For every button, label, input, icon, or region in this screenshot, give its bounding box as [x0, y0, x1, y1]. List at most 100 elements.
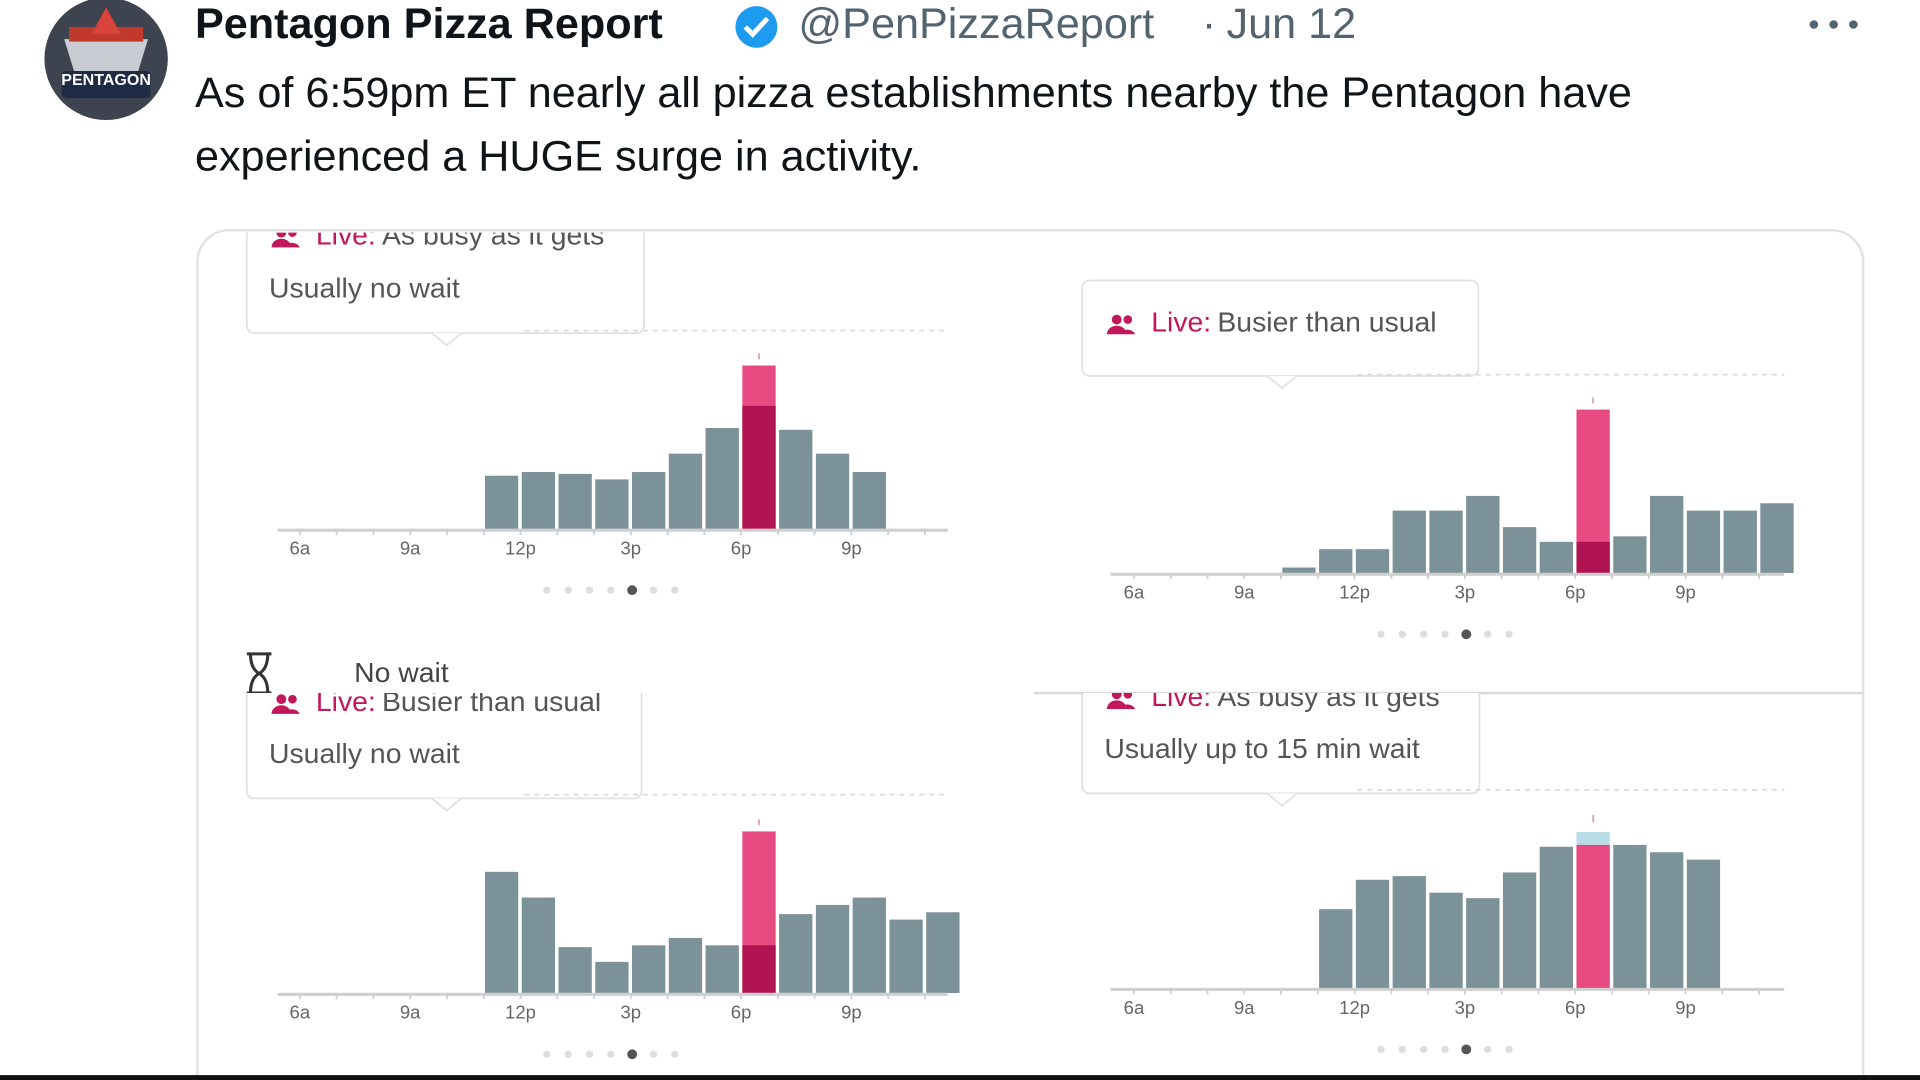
popular-times-chart: Live: As busy as it gets Usually no wait 6a…	[245, 219, 948, 596]
bar-usual	[1650, 495, 1684, 574]
bar-usual	[1466, 898, 1500, 989]
popular-times-chart: Live: Busier than usual 6a 9a 12p 3p 6p 9p	[1081, 279, 1794, 640]
bar-usual	[852, 472, 886, 529]
separator: ·	[1202, 0, 1216, 48]
bar-usual	[742, 945, 776, 994]
x-tick-label: 3p	[620, 538, 641, 559]
people-icon	[1123, 693, 1133, 699]
status-text: As busy as it gets	[1217, 681, 1439, 713]
bar-usual	[1723, 510, 1757, 574]
live-status: Live: As busy as it gets	[1151, 681, 1439, 713]
page-dot	[564, 586, 572, 594]
page-dot	[627, 585, 638, 596]
more-menu[interactable]	[1809, 20, 1858, 29]
page-dot	[649, 586, 658, 594]
page-dot	[543, 1050, 551, 1058]
bar-usual	[852, 897, 886, 994]
x-tick-label: 9p	[841, 538, 862, 559]
page-dot	[649, 1050, 658, 1058]
page-dot	[1398, 1045, 1406, 1054]
x-tick-label: 9p	[841, 1002, 862, 1023]
page-dot	[585, 1050, 594, 1058]
page-dot	[627, 1049, 638, 1060]
bar-usual	[595, 961, 629, 994]
tweet-meta: @PenPizzaReport · Jun 12	[798, 0, 1356, 48]
bar-usual	[1282, 567, 1316, 574]
x-tick-label: 9a	[1234, 997, 1255, 1018]
bar-usual	[668, 937, 703, 994]
verified-badge	[735, 6, 778, 48]
tooltip-pointer	[1266, 792, 1298, 807]
people-icon	[276, 232, 287, 238]
tooltip-pointer	[431, 797, 463, 812]
page-dot	[607, 1050, 615, 1058]
bar-usual	[1355, 549, 1390, 574]
x-tick-label: 9a	[400, 538, 421, 559]
overlay-text: No wait	[354, 656, 449, 688]
date[interactable]: Jun 12	[1227, 0, 1357, 48]
bar-usual	[742, 405, 776, 529]
avatar-label: PENTAGON	[61, 72, 151, 89]
avatar[interactable]: PENTAGON	[44, 0, 168, 120]
popular-times-chart: Live: As busy as it gets Usually up to 15 …	[1081, 681, 1785, 1055]
live-status: Live: Busier than usual	[316, 686, 601, 718]
bar-usual	[558, 473, 592, 529]
live-label: Live:	[316, 219, 376, 251]
bar-usual	[1319, 909, 1353, 989]
author-name[interactable]: Pentagon Pizza Report	[195, 0, 663, 48]
x-tick-label: 3p	[620, 1002, 641, 1023]
x-tick-label: 9a	[400, 1002, 421, 1023]
bar-usual	[889, 919, 923, 994]
people-icon	[1111, 314, 1122, 325]
popular-times-chart: Live: Busier than usual Usually no wait 6a 9…	[245, 686, 960, 1060]
bar-usual	[1613, 536, 1647, 574]
bar-usual	[1760, 503, 1794, 574]
bar-live	[1576, 844, 1610, 989]
bar-usual	[484, 871, 519, 994]
live-status: Live: As busy as it gets	[316, 219, 604, 251]
page-dot	[1419, 1045, 1428, 1054]
x-tick-label: 6p	[731, 538, 752, 559]
bar-usual	[815, 904, 850, 994]
bar-usual	[1502, 872, 1537, 989]
page-dot	[1377, 1045, 1385, 1054]
handle[interactable]: @PenPizzaReport	[798, 0, 1154, 48]
x-tick-label: 12p	[505, 538, 536, 559]
tooltip-pointer	[431, 332, 463, 347]
live-label: Live:	[316, 686, 376, 718]
bar-usual	[1650, 852, 1684, 989]
people-icon	[288, 232, 297, 237]
x-tick-label: 9a	[1234, 582, 1255, 603]
bar-usual	[632, 945, 666, 994]
people-icon	[1123, 315, 1133, 324]
page-dot	[671, 1050, 679, 1058]
page-dot	[1398, 630, 1406, 638]
bar-usual	[705, 945, 739, 994]
bar-usual	[1686, 510, 1721, 574]
page-dot	[585, 586, 594, 594]
bar-usual	[779, 914, 813, 994]
people-icon	[1111, 693, 1122, 700]
bar-usual	[1539, 846, 1574, 989]
live-label: Live:	[1151, 306, 1211, 338]
people-icon	[288, 694, 297, 704]
media-card[interactable]	[196, 228, 1865, 1080]
x-tick-label: 6a	[290, 538, 311, 559]
x-tick-label: 6p	[731, 1002, 752, 1023]
status-text: Busier than usual	[1217, 306, 1436, 338]
bar-usual	[926, 912, 960, 994]
bar-usual	[1466, 495, 1500, 574]
bar-usual	[668, 453, 703, 529]
bar-usual	[1392, 876, 1426, 989]
x-tick-label: 9p	[1675, 997, 1696, 1018]
people-icon	[1106, 700, 1136, 709]
bar-usual	[1686, 859, 1721, 989]
bar-usual	[1429, 892, 1463, 989]
x-tick-label: 12p	[505, 1002, 536, 1023]
x-tick-label: 12p	[1339, 582, 1370, 603]
page-dot	[1505, 1045, 1513, 1054]
page-dot	[1377, 630, 1385, 638]
status-text: As busy as it gets	[382, 219, 604, 251]
